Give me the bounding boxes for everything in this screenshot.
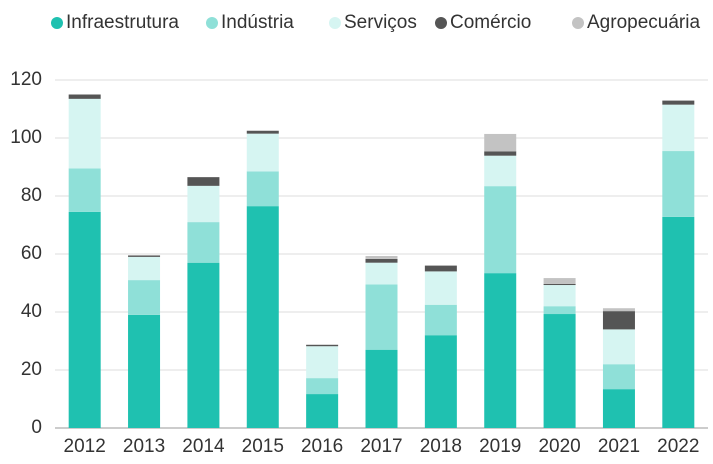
legend-swatch [329,17,341,29]
bar-segment [543,314,576,428]
bar-segment [246,133,279,172]
x-tick-label: 2015 [242,436,284,457]
bar-segment [424,271,457,305]
legend-swatch [435,17,447,29]
bar-segment [246,206,279,428]
bar-segment [543,283,576,286]
bar-segment [365,262,398,285]
bar-segment [365,349,398,428]
bar-segment [662,104,695,152]
y-tick-label: 20 [21,359,42,380]
bar-segment [128,280,161,315]
bar-segment [543,278,576,284]
bar-segment [68,98,101,169]
bar-segment [365,284,398,350]
bar-segment [68,94,101,99]
bar-segment [484,151,517,156]
bar-segment [128,255,161,257]
legend-label: Serviços [344,12,417,33]
x-tick-label: 2021 [598,436,640,457]
y-tick-label: 100 [10,127,42,148]
y-tick-label: 80 [21,185,42,206]
bar-segment [484,186,517,274]
bar-segment [662,151,695,217]
bar-segment [484,155,517,187]
y-tick-label: 0 [31,417,42,438]
x-tick-label: 2014 [182,436,225,457]
bar-segment [68,168,101,212]
bar-segment [306,344,339,347]
bar-segment [128,256,161,281]
bar-segment [543,285,576,307]
bar-segment [424,304,457,336]
x-tick-label: 2018 [420,436,462,457]
legend-label: Indústria [221,12,294,33]
legend-swatch [572,17,584,29]
bar-segment [187,222,220,263]
y-tick-label: 60 [21,243,42,264]
bar-segment [306,346,339,379]
x-tick-label: 2013 [123,436,165,457]
bar-segment [68,211,101,428]
bar-segment [602,329,635,365]
bar-segment [306,394,339,428]
bar-segment [365,256,398,259]
legend-swatch [206,17,218,29]
bar-segment [365,258,398,263]
bar-segment [602,308,635,312]
x-tick-label: 2012 [64,436,106,457]
bar-segment [602,311,635,330]
x-tick-label: 2019 [479,436,521,457]
legend-label: Infraestrutura [66,12,179,33]
x-tick-label: 2022 [657,436,699,457]
x-tick-label: 2016 [301,436,343,457]
bar-segment [246,171,279,207]
bar-segment [424,265,457,272]
bar-segment [306,378,339,395]
bar-segment [484,273,517,428]
bar-segment [187,177,220,186]
legend-swatch [51,17,63,29]
x-tick-label: 2017 [360,436,402,457]
bar-segment [187,185,220,223]
y-tick-label: 120 [10,69,42,90]
bar-segment [602,389,635,428]
bar-segment [662,216,695,428]
bar-segment [543,306,576,315]
bar-segment [424,335,457,428]
bar-segment [602,364,635,390]
legend-label: Comércio [450,12,531,33]
bar-segment [484,133,517,152]
y-tick-label: 40 [21,301,42,322]
x-tick-label: 2020 [538,436,580,457]
bar-segment [128,314,161,428]
bar-segment [187,262,220,428]
bar-segment [246,130,279,134]
legend-label: Agropecuária [587,12,700,33]
bar-segment [662,100,695,105]
